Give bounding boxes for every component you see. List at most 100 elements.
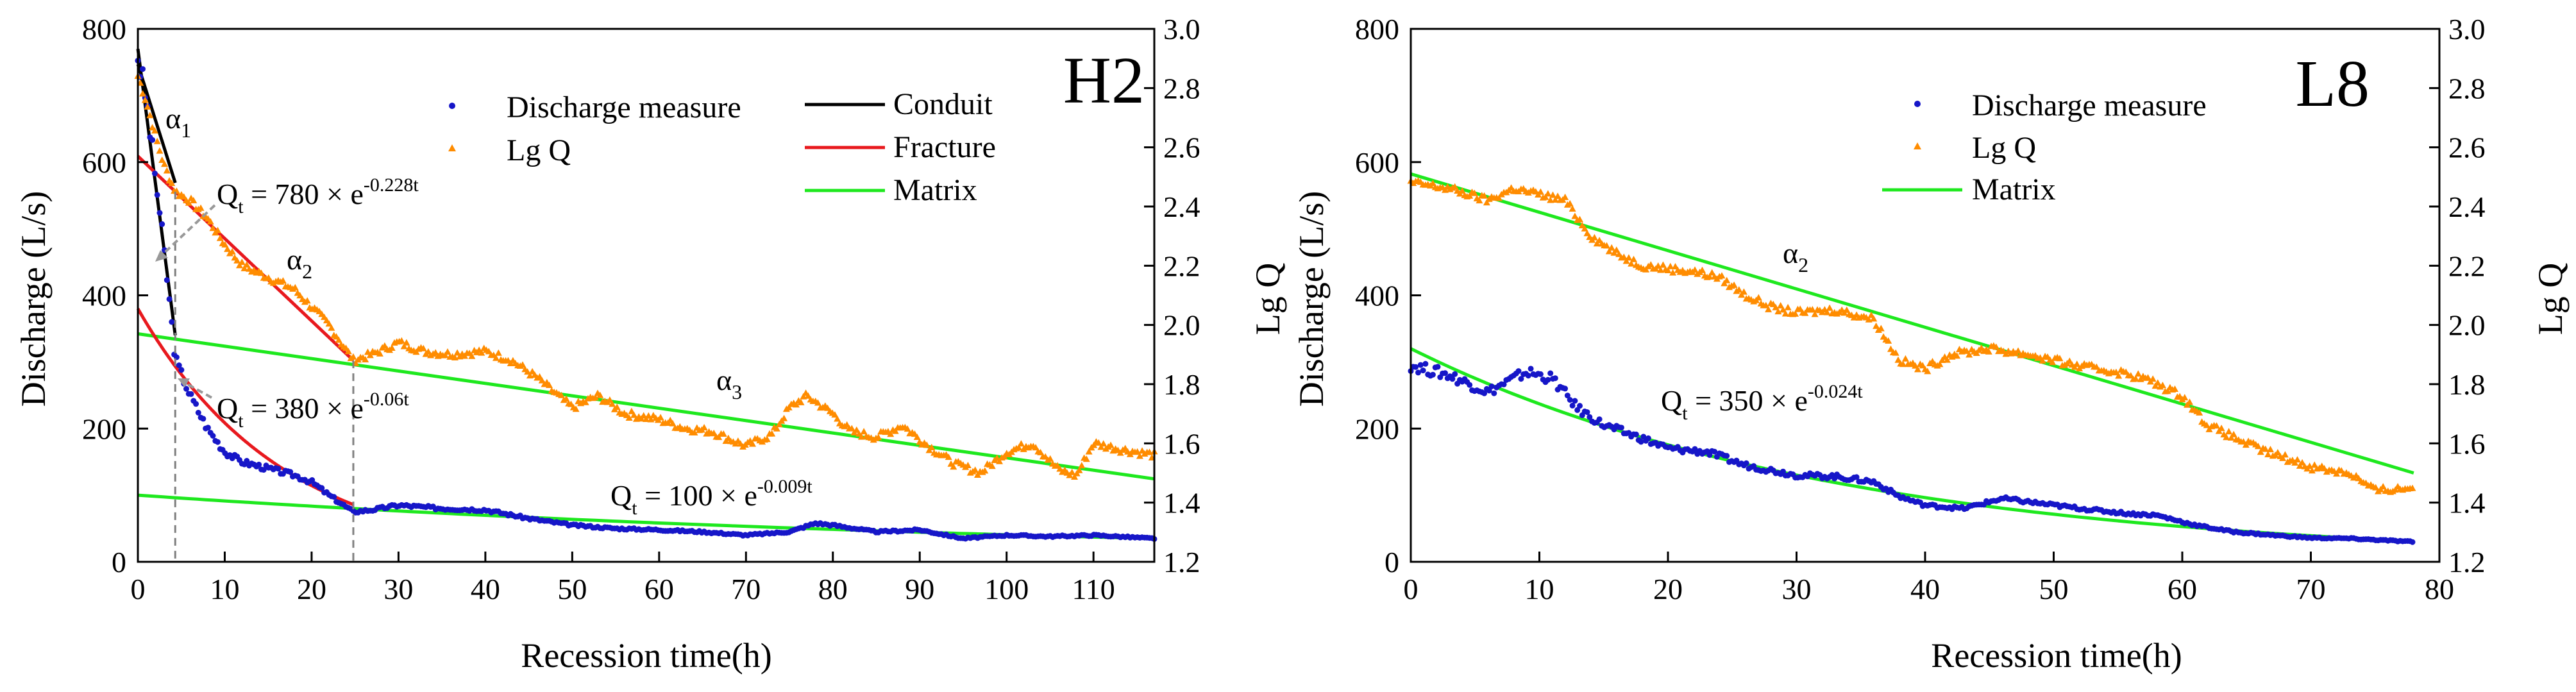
h2-legend-lgq: Lg Q <box>448 133 571 167</box>
l8-lgq-point <box>1691 266 1699 273</box>
l8-lgq-series <box>1407 177 2416 495</box>
h2-discharge-point <box>215 439 221 445</box>
l8-lgq-point <box>1699 266 1706 273</box>
l8-discharge-point <box>1638 439 1644 445</box>
x-tick-label: 30 <box>383 573 413 605</box>
l8-lgq-point <box>1551 196 1559 203</box>
l8-discharge-point <box>1486 387 1492 394</box>
h2-discharge-point <box>275 466 282 472</box>
l8-lgq-point <box>2257 448 2264 455</box>
l8-lgq-point <box>2073 360 2081 367</box>
l8-discharge-point <box>1545 376 1551 383</box>
y2-tick-label: 1.8 <box>1163 368 1200 401</box>
l8-discharge-point <box>1429 371 1436 378</box>
h2-alpha1-label: α1 <box>165 102 191 142</box>
h2-lgq-point <box>843 421 851 428</box>
h2-legend-conduit-label: Conduit <box>893 87 993 121</box>
h2-lgq-point <box>887 430 895 437</box>
l8-lgq-point <box>2039 357 2046 364</box>
h2-lgq-point <box>403 339 410 346</box>
l8-lgq-point <box>1762 301 1770 308</box>
h2-discharge-point <box>151 170 158 176</box>
x-tick-label: 100 <box>984 573 1029 605</box>
l8-lgq-point <box>1867 311 1875 318</box>
h2-discharge-point <box>176 362 182 369</box>
l8-lgq-point <box>1924 367 1932 375</box>
h2-lgq-point <box>831 411 839 418</box>
l8-discharge-point <box>1712 448 1718 455</box>
x-tick-label: 0 <box>131 573 146 605</box>
l8-discharge-point <box>1452 371 1458 377</box>
l8-lgq-point <box>1943 356 1951 363</box>
l8-lgq-point <box>2014 347 2022 354</box>
h2-lgq-point <box>236 262 243 269</box>
x-tick-label: 10 <box>210 573 239 605</box>
l8-lgq-point <box>2391 486 2399 493</box>
l8-legend-lgq: Lg Q <box>1914 131 2036 165</box>
l8-lgq-point <box>2066 357 2073 364</box>
l8-legend-discharge: Discharge measure <box>1914 89 2207 122</box>
h2-lgq-point <box>519 361 526 368</box>
l8-matrix-fit-curve <box>1410 347 2414 543</box>
l8-legend-discharge-marker <box>1914 101 1921 107</box>
h2-lgq-point <box>419 344 427 351</box>
l8-lgq-point <box>2296 462 2303 469</box>
h2-discharge-point <box>287 469 294 475</box>
y-tick-label: 400 <box>82 280 126 312</box>
h2-discharge-point <box>200 416 206 422</box>
x-tick-label: 70 <box>2296 573 2326 605</box>
l8-lgq-point <box>2134 370 2142 377</box>
h2-lgq-point <box>243 261 251 268</box>
l8-lgq-point <box>1784 303 1792 310</box>
x-tick-label: 40 <box>471 573 500 605</box>
y2-tick-label: 2.4 <box>1163 190 1200 223</box>
l8-discharge-point <box>1724 453 1730 459</box>
h2-lgq-point <box>800 392 807 400</box>
l8-lgq-point <box>2333 470 2341 477</box>
h2-lgq-point <box>349 353 357 360</box>
h2-lgq-point <box>972 466 979 473</box>
h2-lgq-point <box>773 425 780 432</box>
y2-tick-label: 2.0 <box>2448 309 2486 342</box>
l8-lgq-point <box>1781 310 1789 317</box>
chart-panel-l8: 0 10 20 30 40 50 60 70 8002004006008001.21.41.61… <box>1292 13 2570 675</box>
l8-lgq-point <box>1801 309 1809 316</box>
h2-lgq-point <box>468 352 476 359</box>
h2-discharge-point <box>164 277 170 283</box>
h2-legend-discharge-marker <box>449 103 455 109</box>
h2-lgq-point <box>1017 440 1025 447</box>
l8-lgq-point <box>1603 242 1610 249</box>
l8-lgq-point <box>1672 263 1679 269</box>
h2-lgq-point <box>240 264 248 271</box>
l8-lgq-point <box>1706 273 1713 280</box>
h2-lgq-point <box>221 241 229 248</box>
h2-legend-discharge-label: Discharge measure <box>507 90 741 124</box>
l8-lgq-point <box>2409 484 2416 491</box>
h2-lgq-point <box>163 167 171 174</box>
l8-lgq-point <box>1755 294 1762 301</box>
x-tick-label: 90 <box>905 573 934 605</box>
h2-lgq-point <box>591 394 599 401</box>
y2-tick-label: 1.6 <box>1163 427 1200 460</box>
l8-discharge-point <box>1584 409 1590 416</box>
h2-lgq-point <box>1075 466 1083 473</box>
l8-discharge-point <box>1633 431 1639 437</box>
x-tick-label: 80 <box>2425 573 2454 605</box>
y-tick-label: 400 <box>1355 280 1399 312</box>
h2-arrow-conduit <box>155 204 216 262</box>
h2-equation-matrix: Qt = 100 × e-0.009t <box>610 476 812 519</box>
h2-legend-fracture-label: Fracture <box>893 130 996 164</box>
h2-panel-label: H2 <box>1063 44 1145 117</box>
h2-discharge-point <box>159 221 165 227</box>
l8-lgq-point <box>1901 355 1909 362</box>
l8-discharge-point <box>1618 425 1624 431</box>
h2-lgq-point <box>180 193 188 200</box>
h2-lgq-point <box>153 137 161 144</box>
l8-lgq-point <box>1740 288 1747 295</box>
l8-discharge-point <box>1567 397 1573 403</box>
h2-legend-conduit: Conduit <box>805 87 993 121</box>
l8-discharge-point <box>1574 407 1581 413</box>
h2-lgq-point <box>228 248 236 255</box>
h2-lgq-point <box>398 337 405 344</box>
l8-lgq-point <box>1892 349 1899 356</box>
